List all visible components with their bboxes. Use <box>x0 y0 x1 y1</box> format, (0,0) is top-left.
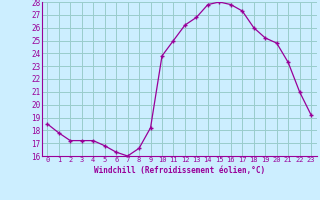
X-axis label: Windchill (Refroidissement éolien,°C): Windchill (Refroidissement éolien,°C) <box>94 166 265 175</box>
